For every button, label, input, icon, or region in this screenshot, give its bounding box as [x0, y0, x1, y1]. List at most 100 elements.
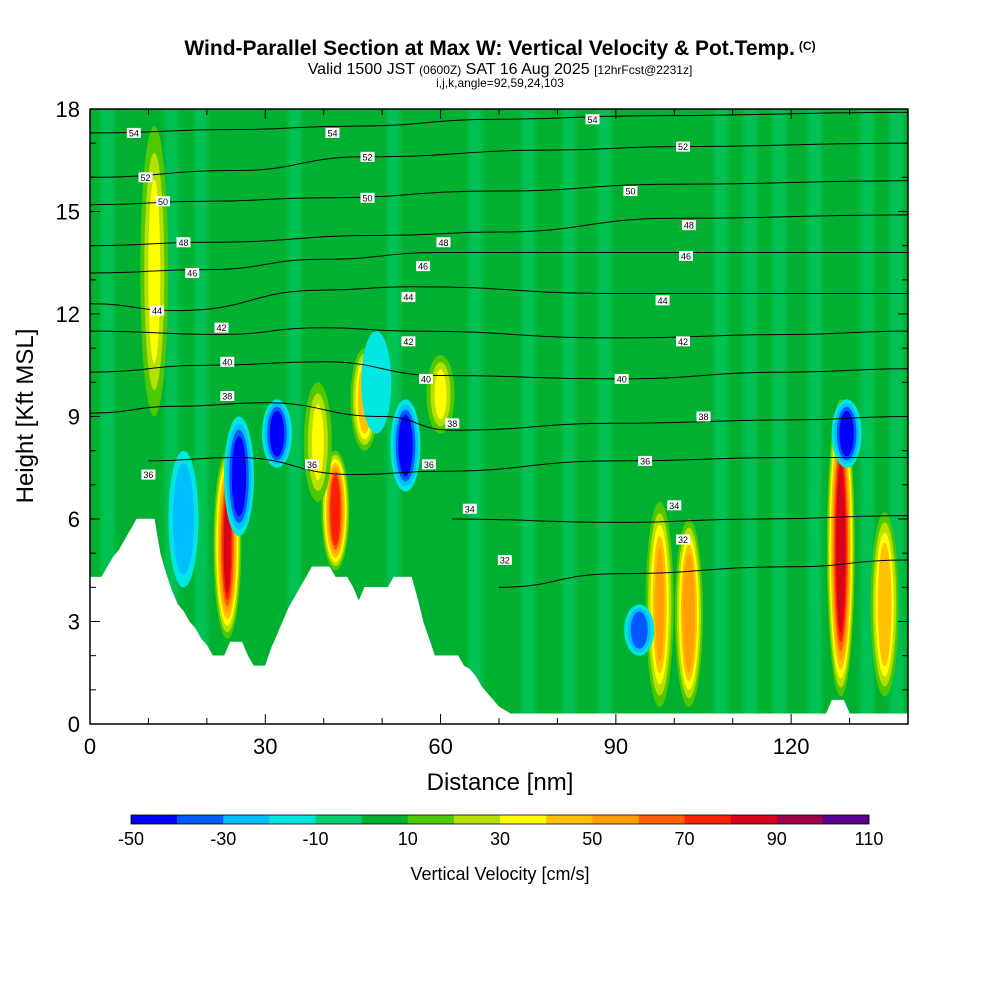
vv-core — [826, 399, 855, 697]
contour-label-bg — [401, 291, 416, 302]
contour-label-bg — [436, 237, 451, 248]
contour-label-bg — [418, 373, 433, 384]
field-stripe — [743, 109, 758, 724]
colorbar-swatch — [177, 815, 224, 824]
vv-core — [390, 399, 421, 492]
contour-label-bg — [681, 220, 696, 231]
contour-label: 44 — [152, 306, 162, 316]
contour-label: 36 — [143, 470, 153, 480]
y-tick-label: 12 — [56, 302, 80, 327]
contour-label-bg — [126, 127, 141, 138]
contour-label: 54 — [327, 128, 337, 138]
contour-label-bg — [416, 261, 431, 272]
x-tick-label: 60 — [428, 734, 452, 759]
isentrope-52 — [90, 142, 908, 178]
y-tick-label: 6 — [68, 507, 80, 532]
isentrope-34 — [452, 515, 908, 523]
contour-label: 32 — [500, 556, 510, 566]
contour-label-bg — [667, 500, 682, 511]
y-tick-label: 0 — [68, 712, 80, 737]
vv-core — [624, 604, 655, 656]
isentrope-48 — [90, 214, 908, 247]
isentrope-38 — [90, 402, 908, 431]
x-tick-label: 120 — [773, 734, 810, 759]
vv-core — [303, 382, 332, 502]
colorbar-tick-label: 110 — [855, 829, 884, 849]
colorbar-swatch — [638, 815, 685, 824]
field-stripe — [287, 109, 302, 724]
x-tick-label: 90 — [604, 734, 628, 759]
contour-label: 46 — [418, 262, 428, 272]
contour-label-bg — [141, 469, 156, 480]
contour-label: 42 — [678, 337, 688, 347]
contour-label: 40 — [617, 374, 627, 384]
contour-label-bg — [655, 295, 670, 306]
contour-label-bg — [676, 336, 691, 347]
x-tick-label: 30 — [253, 734, 277, 759]
colorbar-tick-label: 50 — [582, 829, 602, 849]
field-stripe — [807, 109, 822, 724]
vv-core — [361, 331, 392, 434]
colorbar-swatch — [822, 815, 870, 824]
contour-label: 48 — [178, 238, 188, 248]
colorbar-swatch — [453, 815, 501, 824]
isentrope-32 — [498, 559, 908, 588]
vv-core — [261, 399, 292, 468]
contour-label: 48 — [684, 221, 694, 231]
colorbar-swatch — [131, 815, 178, 824]
colorbar-swatch — [361, 815, 409, 824]
plot-area: 54 54 54 52 52 52 50 50 50 48 48 48 46 46 46 44 44 44 42 42… — [90, 109, 908, 724]
contour-label-bg — [220, 356, 235, 367]
y-tick-label: 15 — [56, 200, 80, 225]
x-axis-label: Distance [nm] — [427, 769, 574, 796]
colorbar-tick-label: 10 — [398, 829, 418, 849]
contour-label: 54 — [587, 115, 597, 125]
colorbar-swatch — [776, 815, 824, 824]
contour-label-bg — [176, 237, 191, 248]
colorbar-swatch — [592, 815, 639, 824]
contour-label: 52 — [363, 152, 373, 162]
colorbar-tick-label: -10 — [302, 829, 328, 849]
vv-core — [426, 355, 455, 434]
colorbar-tick-label: 70 — [674, 829, 694, 849]
colorbar-tick-label: -30 — [210, 829, 236, 849]
isentrope-54 — [90, 111, 908, 134]
contour-label: 52 — [678, 142, 688, 152]
contour-label-bg — [585, 114, 600, 125]
contour-label: 42 — [403, 337, 413, 347]
terrain — [90, 518, 908, 724]
contour-label-bg — [445, 418, 460, 429]
contour-label-bg — [676, 141, 691, 152]
field-stripe — [562, 109, 577, 724]
colorbar-swatch — [315, 815, 362, 824]
field-stripe — [860, 109, 875, 724]
colorbar: -50 -30 -10 10 30 50 70 90 110 — [118, 814, 884, 849]
vv-core — [645, 501, 674, 707]
contour-label: 32 — [678, 535, 688, 545]
contour-label: 38 — [447, 419, 457, 429]
y-tick-label: 9 — [68, 405, 80, 430]
colorbar-frame — [130, 814, 870, 825]
contour-label-bg — [360, 192, 375, 203]
colorbar-swatch — [223, 815, 270, 824]
isentrope-44 — [90, 286, 908, 312]
y-tick-label: 3 — [68, 610, 80, 635]
contour-label-bg — [638, 455, 653, 466]
contour-label: 40 — [222, 357, 232, 367]
contour-label-bg — [462, 503, 477, 514]
colorbar-tick-label: 90 — [767, 829, 787, 849]
contour-label: 38 — [222, 392, 232, 402]
colorbar-tick-label: 30 — [490, 829, 510, 849]
colorbar-label: Vertical Velocity [cm/s] — [410, 864, 589, 884]
isentrope-50 — [90, 180, 908, 206]
colorbar-swatch — [500, 815, 547, 824]
contour-label-bg — [360, 151, 375, 162]
contour-label: 36 — [640, 456, 650, 466]
vv-core — [674, 519, 703, 707]
vv-core — [223, 416, 254, 537]
contour-label-bg — [185, 268, 200, 278]
colorbar-swatch — [730, 815, 778, 824]
contour-label-bg — [623, 186, 638, 196]
contour-label: 48 — [438, 238, 448, 248]
contour-label: 46 — [681, 251, 691, 261]
